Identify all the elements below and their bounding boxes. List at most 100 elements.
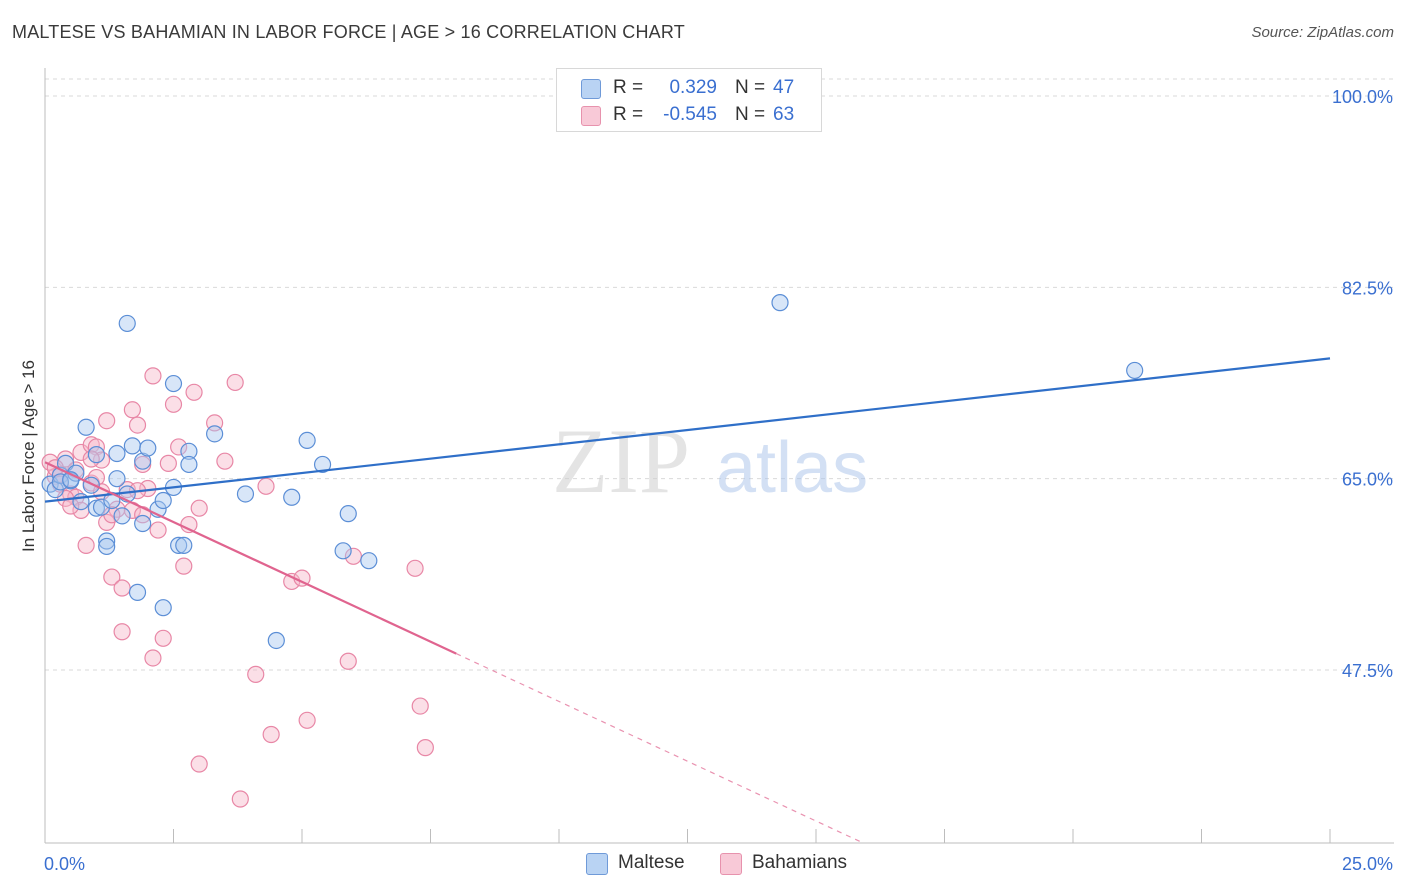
- y-axis-label: In Labor Force | Age > 16: [19, 360, 38, 552]
- watermark: ZIP atlas: [552, 410, 868, 512]
- bahamian-point: [339, 652, 357, 670]
- maltese-point: [180, 442, 198, 460]
- bahamian-point: [154, 629, 172, 647]
- legend-n-value: 63: [773, 104, 795, 125]
- maltese-point: [51, 473, 70, 491]
- maltese-point: [283, 488, 301, 506]
- bahamian-point: [411, 697, 429, 715]
- bahamian-trendline-extension: [455, 653, 864, 844]
- maltese-point: [175, 536, 193, 554]
- chart-title: MALTESE VS BAHAMIAN IN LABOR FORCE | AGE…: [12, 22, 685, 42]
- x-tick-labels: 0.0% 25.0%: [44, 854, 1393, 874]
- maltese-point: [108, 444, 126, 463]
- legend-r-value: -0.545: [663, 104, 717, 125]
- bahamian-trendline: [44, 461, 457, 655]
- bahamian-point: [113, 579, 131, 597]
- bahamian-point: [123, 401, 141, 419]
- maltese-point: [98, 532, 116, 550]
- bahamian-point: [190, 499, 208, 517]
- maltese-points: [41, 294, 1144, 650]
- maltese-point: [98, 537, 116, 556]
- maltese-swatch: [586, 853, 608, 875]
- maltese-point: [236, 485, 255, 503]
- correlation-legend: R = 0.329 N = 47 R = -0.545 N = 63: [556, 68, 822, 132]
- bahamian-point: [164, 395, 183, 413]
- maltese-point: [113, 507, 131, 525]
- bahamian-point: [257, 477, 275, 495]
- legend-r-label: R =: [613, 77, 644, 98]
- trendlines: [44, 357, 1331, 844]
- maltese-point: [108, 470, 126, 488]
- bahamian-point: [128, 416, 147, 434]
- bahamian-point: [231, 790, 249, 808]
- bahamian-point: [144, 367, 162, 385]
- bahamian-point: [298, 711, 316, 729]
- bahamians-swatch: [720, 853, 742, 875]
- maltese-point: [164, 374, 183, 393]
- maltese-swatch: [581, 79, 601, 99]
- bahamian-point: [344, 547, 362, 565]
- bahamians-swatch: [581, 106, 601, 126]
- bottom-legend-label: Bahamians: [752, 852, 848, 873]
- bahamian-point: [113, 623, 131, 641]
- bahamian-point: [170, 438, 188, 456]
- bahamian-point: [103, 568, 121, 586]
- maltese-point: [267, 631, 285, 650]
- bahamian-point: [98, 412, 116, 430]
- maltese-point: [206, 425, 224, 443]
- bahamian-point: [416, 739, 434, 757]
- maltese-point: [87, 499, 106, 517]
- bahamian-point: [406, 559, 424, 577]
- maltese-point: [77, 418, 95, 436]
- x-tick-label: 25.0%: [1342, 854, 1393, 874]
- maltese-point: [139, 439, 157, 457]
- bottom-legend-label: Maltese: [618, 852, 685, 873]
- maltese-point: [313, 455, 332, 474]
- bahamian-point: [247, 665, 265, 683]
- source-label: Source: ZipAtlas.com: [1251, 24, 1394, 41]
- maltese-point: [298, 431, 316, 449]
- bahamians-points: [41, 367, 434, 808]
- legend-n-value: 47: [773, 77, 795, 98]
- maltese-point: [339, 505, 357, 523]
- bahamian-point: [159, 454, 177, 472]
- maltese-point: [87, 446, 106, 464]
- legend-n-label: N =: [735, 104, 766, 125]
- maltese-point: [360, 552, 378, 570]
- maltese-point: [771, 294, 789, 312]
- bahamian-point: [216, 452, 234, 470]
- y-tick-label: 82.5%: [1342, 278, 1393, 298]
- bahamian-point: [262, 725, 280, 744]
- maltese-point: [128, 583, 147, 601]
- bahamian-point: [77, 536, 95, 554]
- y-tick-label: 47.5%: [1342, 661, 1393, 681]
- maltese-point: [334, 542, 352, 560]
- y-tick-label: 65.0%: [1342, 470, 1393, 490]
- legend-n-label: N =: [735, 77, 766, 98]
- watermark-zip: ZIP: [552, 410, 690, 512]
- y-tick-label: 100.0%: [1332, 87, 1393, 107]
- y-tick-labels: 100.0% 82.5% 65.0% 47.5%: [1332, 87, 1393, 681]
- maltese-point: [118, 314, 136, 333]
- maltese-point: [123, 437, 141, 455]
- legend-row-bahamians: R = -0.545 N = 63: [557, 102, 821, 128]
- watermark-atlas: atlas: [716, 428, 868, 508]
- maltese-point: [154, 599, 172, 617]
- bahamian-point: [226, 373, 244, 392]
- bahamian-point: [175, 557, 193, 575]
- bahamian-point: [144, 649, 162, 667]
- bahamian-point: [190, 755, 208, 773]
- bahamian-point: [185, 383, 203, 401]
- maltese-point: [134, 514, 152, 533]
- maltese-trendline: [44, 357, 1331, 503]
- bahamian-point: [149, 521, 167, 539]
- maltese-point: [1126, 361, 1144, 380]
- legend-r-label: R =: [613, 104, 644, 125]
- maltese-point: [180, 455, 198, 474]
- maltese-point: [134, 452, 152, 470]
- maltese-point: [92, 498, 111, 516]
- legend-r-value: 0.329: [669, 77, 717, 98]
- x-tick-label: 0.0%: [44, 854, 85, 874]
- maltese-point: [170, 536, 188, 554]
